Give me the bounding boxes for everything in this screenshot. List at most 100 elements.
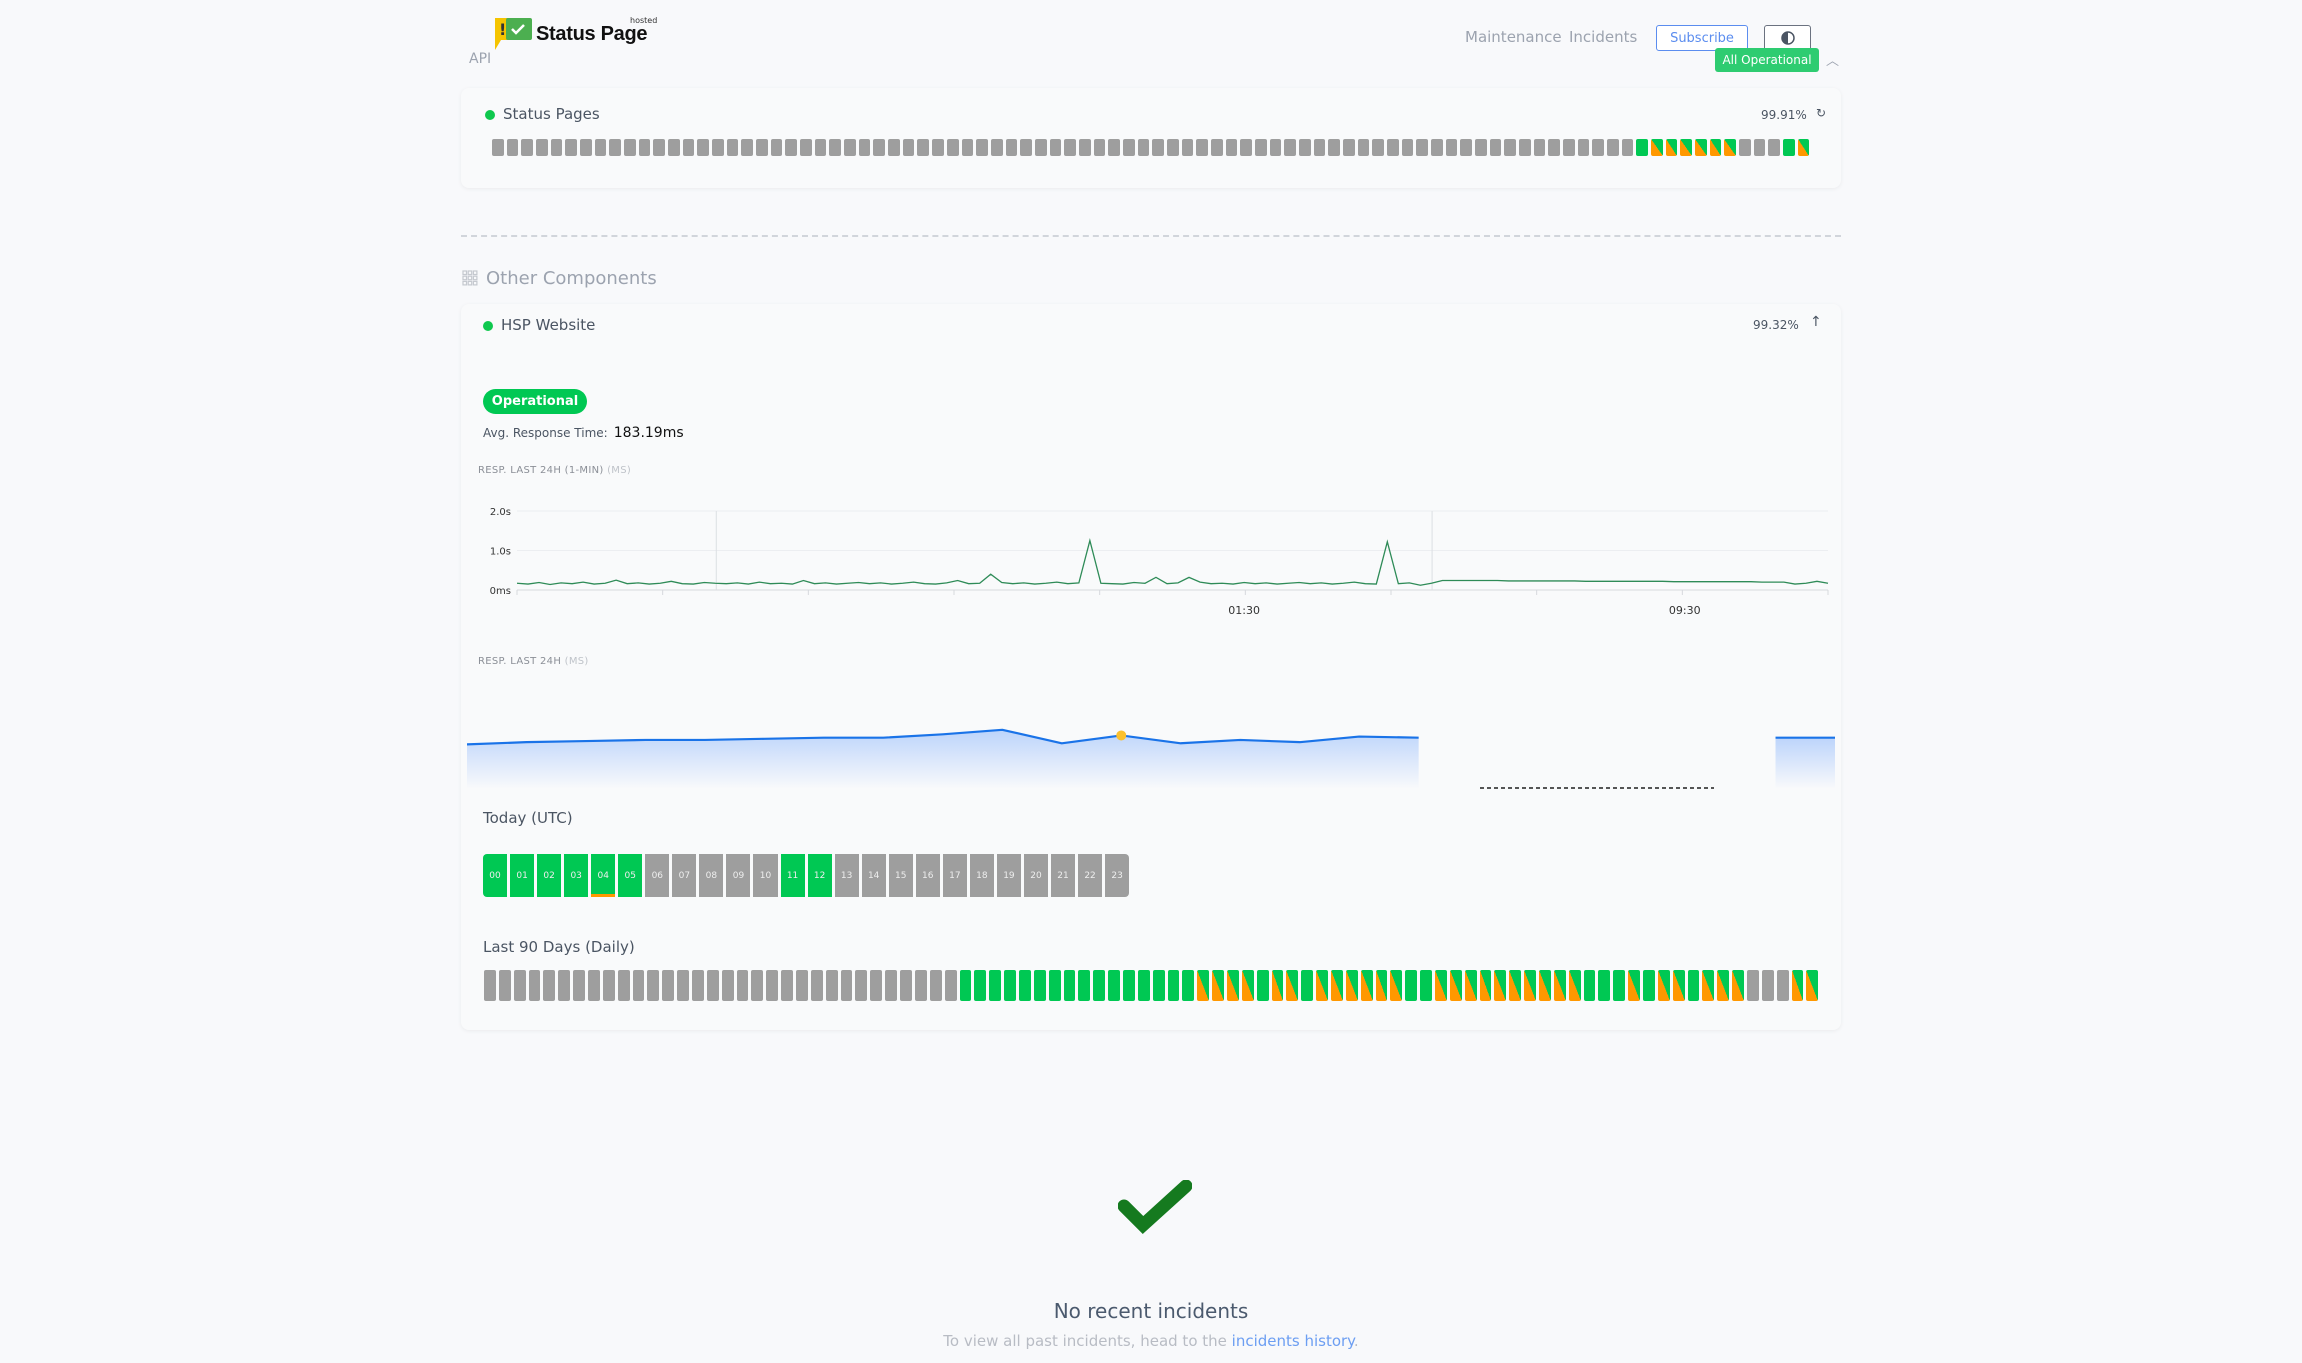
day-bar[interactable] — [814, 139, 827, 156]
day-bar[interactable] — [770, 139, 783, 156]
day-bar[interactable] — [1182, 970, 1195, 1001]
day-bar[interactable] — [1330, 970, 1343, 1001]
day-bar[interactable] — [492, 139, 504, 156]
day-bar[interactable] — [1254, 139, 1267, 156]
day-bar[interactable] — [1577, 139, 1590, 156]
day-bar[interactable] — [1420, 970, 1432, 1001]
day-bar[interactable] — [1628, 970, 1641, 1001]
chevron-up-icon[interactable]: ︿ — [1826, 54, 1840, 69]
day-bar[interactable] — [1316, 970, 1328, 1001]
day-bar[interactable] — [528, 970, 541, 1001]
day-bar[interactable] — [1695, 139, 1707, 156]
response-chart-1min[interactable]: 0ms 1.0s 2.0s 01:30 09:30 — [470, 495, 1840, 625]
day-bar[interactable] — [1680, 139, 1693, 156]
day-bar[interactable] — [1298, 139, 1311, 156]
hour-bar[interactable]: 17 — [942, 854, 967, 897]
day-bar[interactable] — [1504, 139, 1517, 156]
day-bar[interactable] — [888, 139, 900, 156]
day-bar[interactable] — [1651, 139, 1663, 156]
day-bar[interactable] — [1416, 139, 1428, 156]
day-bar[interactable] — [1724, 139, 1737, 156]
hour-bar[interactable]: 18 — [969, 854, 994, 897]
day-bar[interactable] — [1717, 970, 1730, 1001]
day-bar[interactable] — [741, 139, 754, 156]
day-bar[interactable] — [1005, 139, 1018, 156]
incidents-history-link[interactable]: incidents history — [1231, 1332, 1354, 1350]
day-bar[interactable] — [706, 970, 719, 1001]
nav-incidents[interactable]: Incidents — [1569, 28, 1638, 46]
day-bar[interactable] — [944, 970, 957, 1001]
day-bar[interactable] — [1598, 970, 1611, 1001]
hour-bar[interactable]: 14 — [861, 854, 886, 897]
day-bar[interactable] — [825, 970, 838, 1001]
hour-bar[interactable]: 01 — [510, 854, 535, 897]
day-bar[interactable] — [1475, 139, 1487, 156]
day-bar[interactable] — [885, 970, 898, 1001]
day-bar[interactable] — [1464, 970, 1477, 1001]
day-bar[interactable] — [726, 139, 739, 156]
day-bar[interactable] — [1345, 970, 1358, 1001]
day-bar[interactable] — [1672, 970, 1685, 1001]
theme-toggle-button[interactable] — [1764, 25, 1811, 51]
day-bar[interactable] — [810, 970, 823, 1001]
day-bar[interactable] — [1196, 139, 1208, 156]
day-bar[interactable] — [1284, 139, 1296, 156]
day-bar[interactable] — [1342, 139, 1355, 156]
day-bar[interactable] — [1761, 970, 1774, 1001]
day-bar[interactable] — [558, 970, 571, 1001]
hour-bar[interactable]: 13 — [834, 854, 859, 897]
day-bar[interactable] — [1137, 970, 1150, 1001]
day-bar[interactable] — [1064, 139, 1076, 156]
day-bar[interactable] — [1226, 970, 1239, 1001]
day-bar[interactable] — [1401, 139, 1414, 156]
logo[interactable]: ! Status Page hosted — [492, 16, 662, 58]
day-bar[interactable] — [1791, 970, 1804, 1001]
day-bar[interactable] — [580, 139, 592, 156]
day-bar[interactable] — [1360, 970, 1373, 1001]
day-bar[interactable] — [1020, 139, 1032, 156]
day-bar[interactable] — [1533, 139, 1546, 156]
day-bar[interactable] — [697, 139, 710, 156]
day-bar[interactable] — [1225, 139, 1238, 156]
day-bar[interactable] — [638, 139, 651, 156]
day-bar[interactable] — [1210, 139, 1223, 156]
day-bar[interactable] — [543, 970, 556, 1001]
day-bar[interactable] — [1033, 970, 1046, 1001]
hour-bar[interactable]: 23 — [1105, 854, 1130, 897]
day-bar[interactable] — [1078, 970, 1091, 1001]
day-bar[interactable] — [1093, 970, 1106, 1001]
day-bar[interactable] — [929, 970, 942, 1001]
response-chart-24h[interactable] — [467, 700, 1837, 795]
hour-bar[interactable]: 12 — [807, 854, 832, 897]
day-bar[interactable] — [1435, 970, 1447, 1001]
day-bar[interactable] — [536, 139, 548, 156]
day-bar[interactable] — [990, 139, 1003, 156]
day-bar[interactable] — [1768, 139, 1781, 156]
day-bar[interactable] — [870, 970, 883, 1001]
day-bar[interactable] — [976, 139, 988, 156]
hour-bar[interactable]: 19 — [996, 854, 1021, 897]
day-bar[interactable] — [1049, 139, 1062, 156]
day-bar[interactable] — [1783, 139, 1795, 156]
day-bar[interactable] — [829, 139, 842, 156]
day-bar[interactable] — [959, 970, 972, 1001]
hour-bar[interactable]: 06 — [645, 854, 670, 897]
day-bar[interactable] — [617, 970, 630, 1001]
day-bar[interactable] — [1548, 139, 1561, 156]
day-bar[interactable] — [756, 139, 768, 156]
day-bar[interactable] — [1313, 139, 1326, 156]
day-bar[interactable] — [602, 970, 615, 1001]
day-bar[interactable] — [1519, 139, 1531, 156]
day-bar[interactable] — [1386, 139, 1399, 156]
day-bar[interactable] — [677, 970, 690, 1001]
day-bar[interactable] — [1166, 139, 1179, 156]
day-bar[interactable] — [1152, 970, 1165, 1001]
day-bar[interactable] — [1806, 970, 1819, 1001]
day-bar[interactable] — [1539, 970, 1551, 1001]
day-bar[interactable] — [800, 139, 812, 156]
day-bar[interactable] — [1643, 970, 1655, 1001]
day-bar[interactable] — [1018, 970, 1031, 1001]
day-bar[interactable] — [609, 139, 622, 156]
day-bar[interactable] — [1568, 970, 1581, 1001]
day-bar[interactable] — [1357, 139, 1370, 156]
